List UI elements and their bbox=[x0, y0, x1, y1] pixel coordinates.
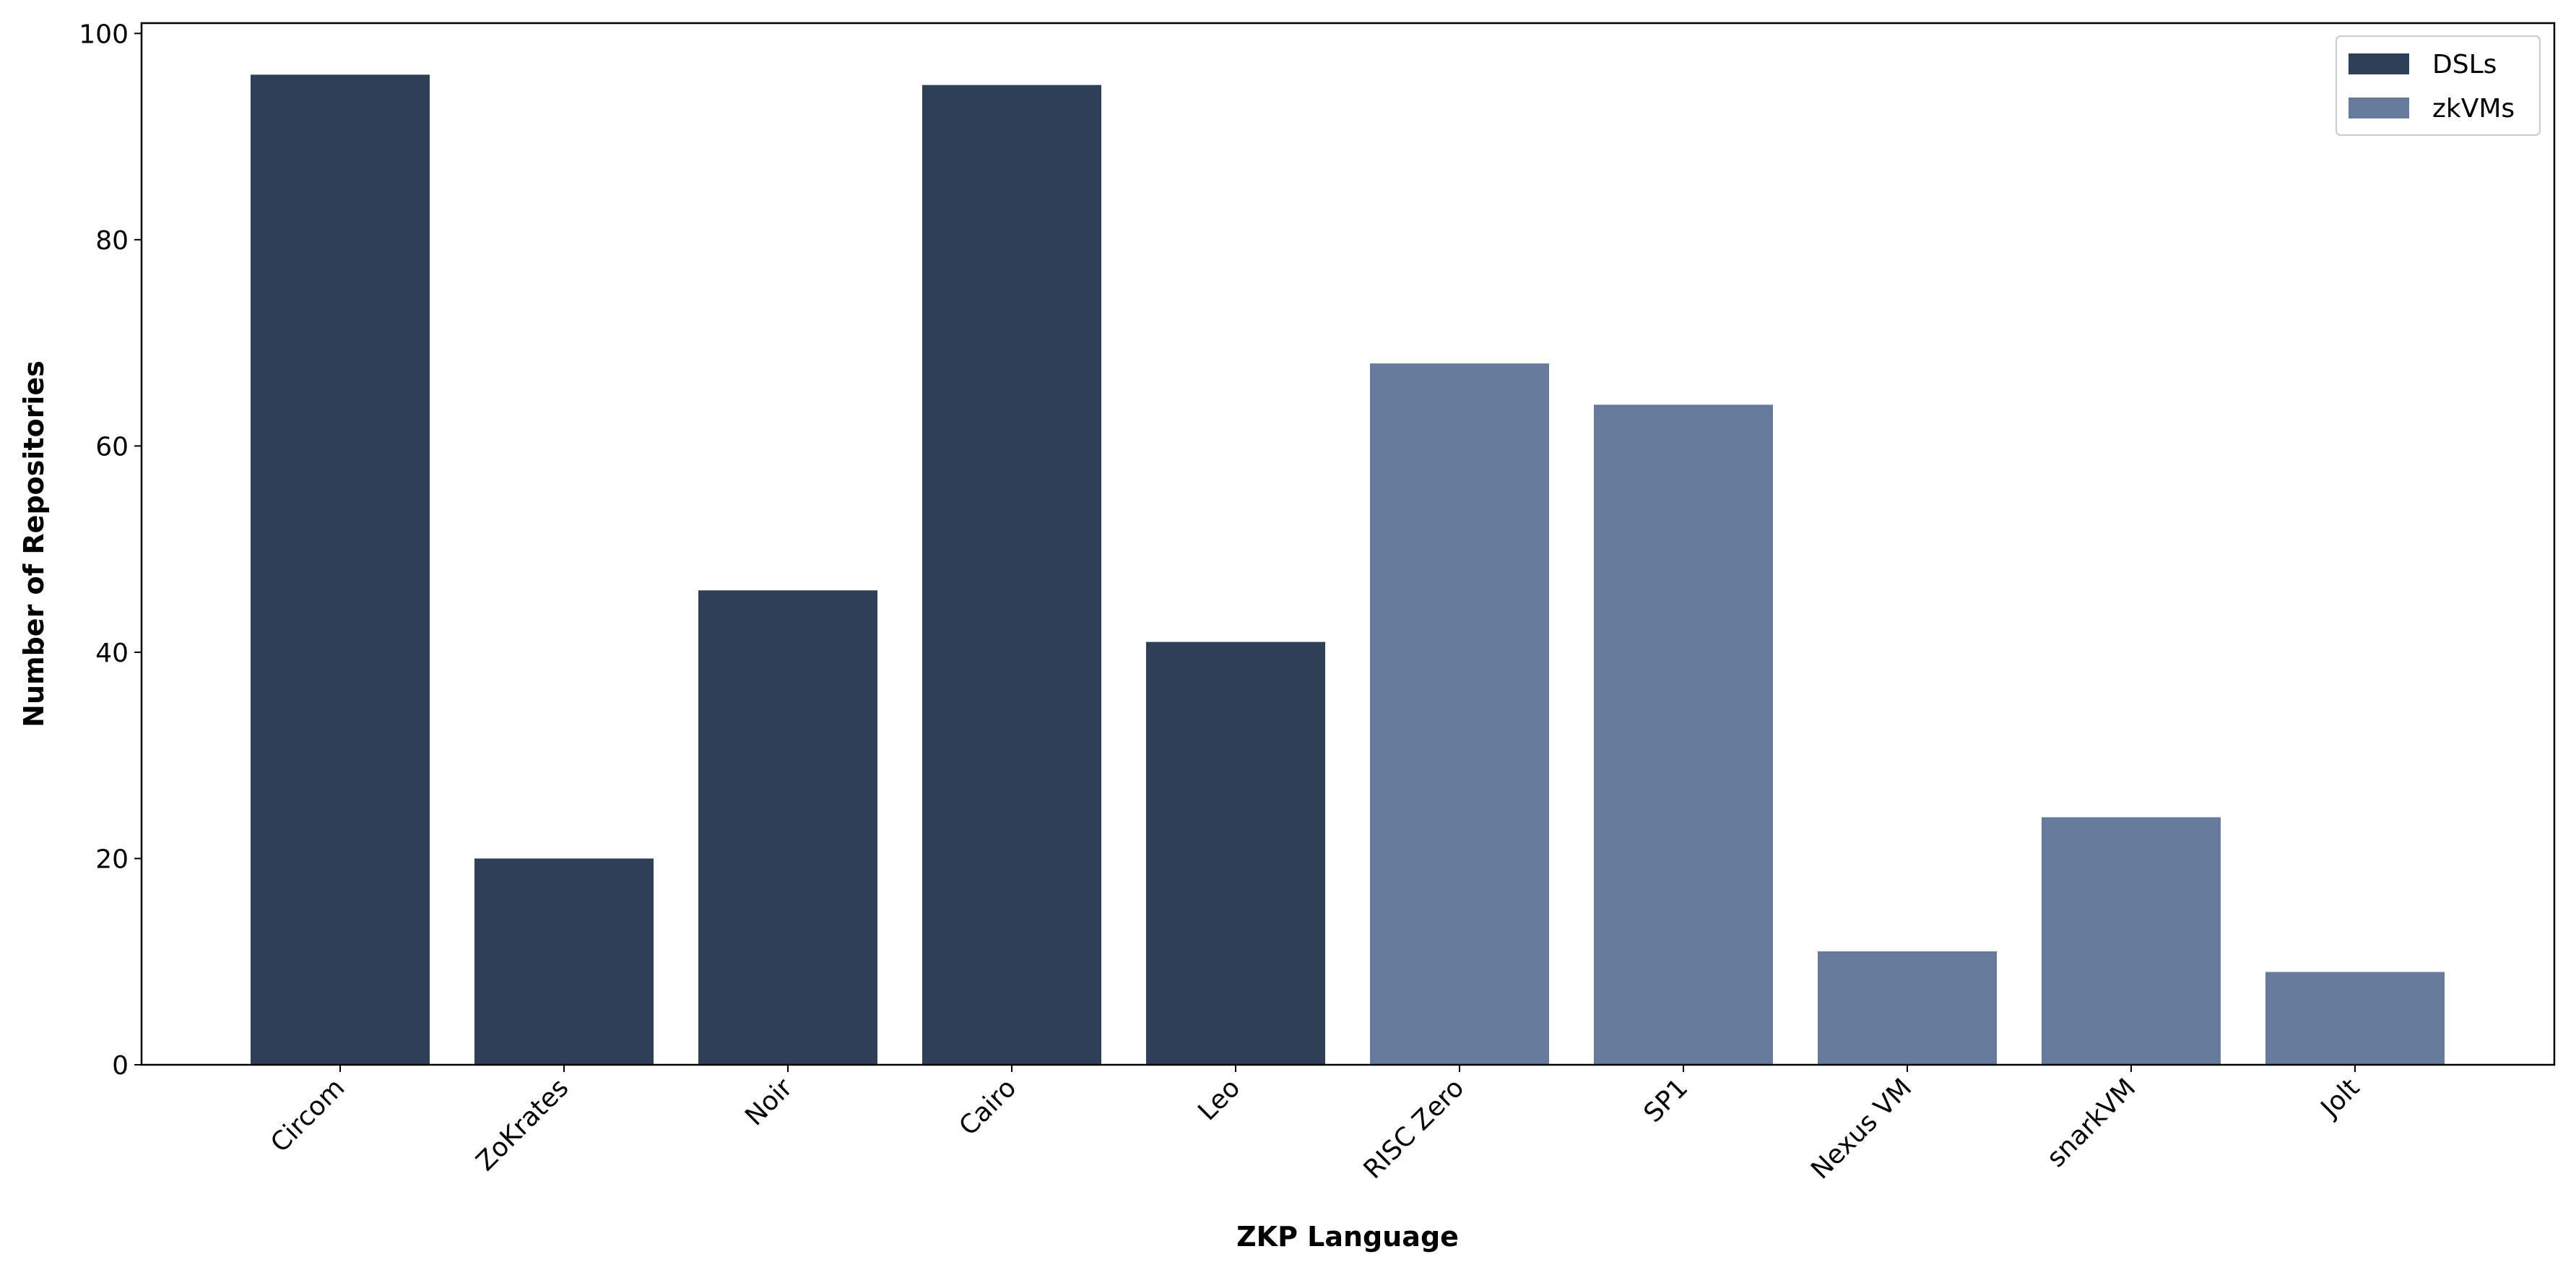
x-tick-label: RISC Zero bbox=[1358, 1073, 1470, 1185]
x-axis-label: ZKP Language bbox=[1236, 1221, 1459, 1253]
bar bbox=[2042, 817, 2221, 1065]
x-tick-label: Cairo bbox=[953, 1073, 1022, 1141]
x-tick-label: SP1 bbox=[1639, 1073, 1694, 1128]
legend: DSLs zkVMs bbox=[2336, 35, 2541, 136]
y-tick-label: 80 bbox=[95, 226, 129, 256]
bar bbox=[1146, 641, 1325, 1065]
y-axis-label: Number of Repositories bbox=[18, 360, 50, 727]
bar bbox=[474, 858, 654, 1065]
legend-label: DSLs bbox=[2432, 50, 2497, 79]
x-tick-label: Nexus VM bbox=[1805, 1073, 1917, 1185]
y-tick-label: 40 bbox=[95, 639, 129, 668]
x-tick-label: Noir bbox=[740, 1073, 798, 1131]
x-tick-label: Leo bbox=[1192, 1073, 1246, 1126]
x-tick-label: Circom bbox=[265, 1073, 350, 1158]
bar bbox=[2265, 972, 2445, 1065]
x-tick-label: ZoKrates bbox=[471, 1073, 575, 1177]
x-tick-label: Jolt bbox=[2315, 1073, 2366, 1124]
legend-label: zkVMs bbox=[2432, 94, 2515, 124]
plot-frame bbox=[140, 22, 2556, 1066]
y-tick-label: 20 bbox=[95, 844, 129, 874]
legend-swatch bbox=[2349, 98, 2409, 118]
x-tick-label: snarkVM bbox=[2042, 1073, 2142, 1173]
bar bbox=[698, 590, 877, 1065]
bar bbox=[1370, 363, 1549, 1065]
bar bbox=[1594, 405, 1773, 1065]
y-tick-label: 100 bbox=[79, 20, 129, 49]
legend-swatch bbox=[2349, 53, 2409, 74]
bar bbox=[922, 85, 1101, 1066]
y-tick-label: 0 bbox=[112, 1051, 129, 1081]
bar bbox=[251, 74, 430, 1066]
bar bbox=[1818, 951, 1997, 1065]
y-tick-label: 60 bbox=[95, 432, 129, 462]
